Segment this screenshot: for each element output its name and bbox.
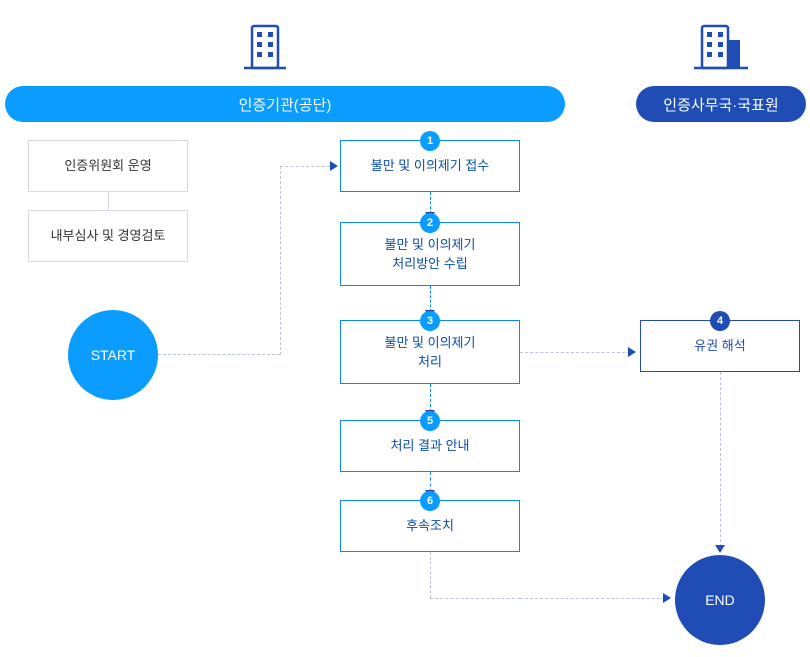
header-pill-right: 인증사무국·국표원 (636, 86, 806, 122)
step-6-text: 후속조치 (406, 516, 454, 536)
building-icon-right (692, 20, 752, 72)
step-5-num: 5 (427, 413, 433, 430)
step-3-num: 3 (427, 313, 433, 330)
step-1-num: 1 (427, 133, 433, 150)
arrow-s4-end (715, 545, 725, 553)
step-4-box: 4 유권 해석 (640, 320, 800, 372)
dash-s2-s3 (430, 286, 431, 312)
arrow-to-step1 (330, 161, 338, 171)
step-2-num: 2 (427, 215, 433, 232)
dash-start-up (280, 166, 281, 355)
header-left-label: 인증기관(공단) (239, 94, 332, 115)
dash-s6-right (430, 598, 520, 599)
dash-start-right (158, 354, 280, 355)
dash-start-to-step1 (280, 166, 330, 167)
step-6-box: 6 후속조치 (340, 500, 520, 552)
end-label: END (705, 592, 735, 608)
step-2-text: 불만 및 이의제기 처리방안 수립 (385, 235, 476, 274)
step-2-badge: 2 (420, 213, 440, 233)
step-3-badge: 3 (420, 311, 440, 331)
step-4-num: 4 (717, 313, 723, 330)
dash-s3-s4 (520, 352, 630, 353)
dash-s1-s2 (430, 192, 431, 214)
start-label: START (91, 347, 136, 363)
step-1-badge: 1 (420, 131, 440, 151)
dash-s6-down (430, 552, 431, 598)
arrow-s6-end (663, 593, 671, 603)
end-node: END (675, 555, 765, 645)
step-5-badge: 5 (420, 411, 440, 431)
dash-s3-s5 (430, 384, 431, 412)
step-3-box: 3 불만 및 이의제기 처리 (340, 320, 520, 384)
box-internal-review: 내부심사 및 경영검토 (28, 210, 188, 262)
box-committee: 인증위원회 운영 (28, 140, 188, 192)
header-pill-left: 인증기관(공단) (5, 86, 565, 122)
start-node: START (68, 310, 158, 400)
step-5-text: 처리 결과 안내 (391, 436, 470, 456)
connector-box1-box2 (108, 192, 109, 210)
step-2-box: 2 불만 및 이의제기 처리방안 수립 (340, 222, 520, 286)
step-6-num: 6 (427, 493, 433, 510)
step-4-badge: 4 (710, 311, 730, 331)
step-3-text: 불만 및 이의제기 처리 (385, 333, 476, 372)
step-6-badge: 6 (420, 491, 440, 511)
dash-s4-end (720, 372, 721, 547)
step-1-box: 1 불만 및 이의제기 접수 (340, 140, 520, 192)
box-internal-review-label: 내부심사 및 경영검토 (51, 226, 166, 246)
dash-s6-end (520, 598, 665, 599)
dash-s5-s6 (430, 472, 431, 492)
step-4-text: 유권 해석 (694, 336, 745, 356)
building-icon-left (240, 20, 290, 72)
box-committee-label: 인증위원회 운영 (64, 156, 151, 176)
step-5-box: 5 처리 결과 안내 (340, 420, 520, 472)
header-right-label: 인증사무국·국표원 (663, 94, 778, 115)
step-1-text: 불만 및 이의제기 접수 (371, 156, 489, 176)
arrow-s3-s4 (628, 347, 636, 357)
